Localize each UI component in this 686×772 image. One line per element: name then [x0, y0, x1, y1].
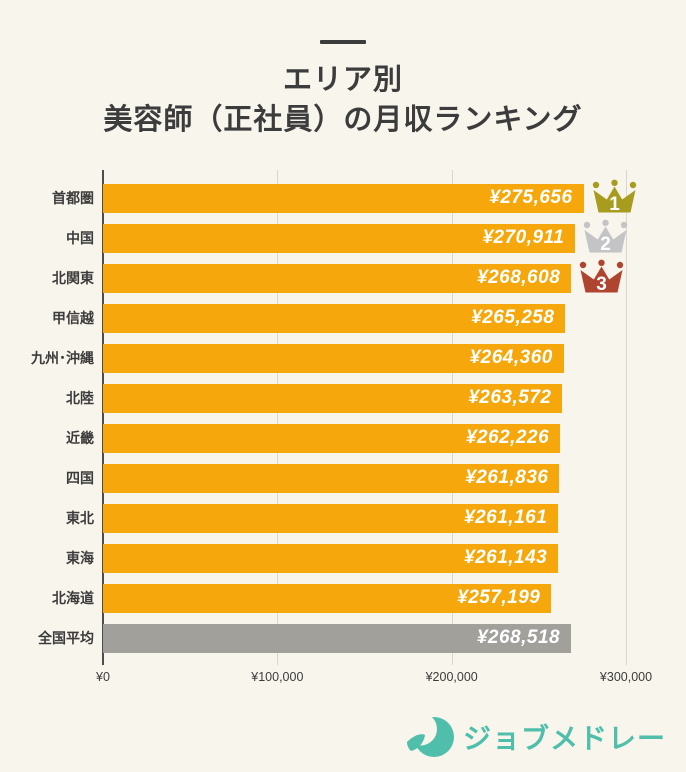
bar-track: ¥261,161: [103, 503, 626, 533]
bar-value: ¥263,572: [468, 387, 552, 408]
x-tick-label: ¥0: [96, 670, 110, 684]
page-title-line-2: 美容師（正社員）の月収ランキング: [103, 104, 583, 136]
row-label: 甲信越: [52, 310, 94, 326]
bar-track: ¥268,608 3: [103, 259, 626, 295]
bar-track: ¥268,518: [103, 623, 626, 653]
y-axis-line: [102, 170, 104, 665]
bar-track: ¥262,226: [103, 423, 626, 453]
bar-value: ¥268,518: [476, 627, 561, 648]
gridline: [626, 170, 627, 665]
chart-row: 東海 ¥261,143: [0, 538, 686, 578]
bar-value: ¥262,226: [465, 427, 550, 448]
chart-row: 四国 ¥261,836: [0, 458, 686, 498]
bar-value: ¥261,836: [465, 467, 549, 488]
row-label: 北陸: [66, 390, 94, 406]
crown-rank-number: 2: [600, 234, 611, 255]
x-axis-labels: ¥0 ¥100,000 ¥200,000 ¥300,000: [96, 670, 652, 688]
title-divider: [320, 40, 366, 44]
area-bar: ¥263,572: [103, 383, 563, 413]
x-tick-label: ¥300,000: [599, 670, 653, 684]
area-bar: ¥262,226: [103, 423, 561, 453]
area-bar: ¥265,258: [103, 303, 566, 333]
chart-row: 首都圏 ¥275,656 1: [0, 178, 686, 218]
bar-value: ¥261,161: [464, 507, 548, 528]
area-bar: ¥261,143: [103, 543, 559, 573]
bar-value: ¥265,258: [471, 307, 555, 328]
row-label: 北海道: [52, 590, 94, 606]
bar-track: ¥275,656 1: [103, 179, 636, 215]
header: エリア別 美容師（正社員）の月収ランキング: [0, 40, 686, 140]
bar-track: ¥257,199: [103, 583, 626, 613]
row-label: 首都圏: [52, 190, 94, 206]
row-label: 四国: [66, 470, 94, 486]
bar-value: ¥264,360: [469, 347, 553, 368]
row-label: 北関東: [52, 270, 94, 286]
chart-row: 北関東 ¥268,608 3: [0, 258, 686, 298]
row-label: 中国: [66, 230, 94, 246]
row-label: 全国平均: [38, 630, 94, 646]
gridline-layer: [102, 170, 627, 665]
chart-row: 中国 ¥270,911 2: [0, 218, 686, 258]
area-bar: ¥264,360: [103, 343, 564, 373]
chart-row: 甲信越 ¥265,258: [0, 298, 686, 338]
bar-value: ¥261,143: [464, 547, 548, 568]
chart-row: 全国平均 ¥268,518: [0, 618, 686, 658]
bronze-crown: 3: [578, 259, 625, 295]
bar-chart: 首都圏 ¥275,656 1 中国 ¥270,911 2 北関東 ¥268,608 3…: [0, 170, 686, 695]
area-bar: ¥261,161: [103, 503, 559, 533]
bar-value: ¥270,911: [482, 227, 565, 248]
bar-value: ¥257,199: [457, 587, 541, 608]
bar-track: ¥261,143: [103, 543, 626, 573]
bar-track: ¥263,572: [103, 383, 626, 413]
bar-track: ¥261,836: [103, 463, 626, 493]
chart-row: 近畿 ¥262,226: [0, 418, 686, 458]
page-title-line-1: エリア別: [282, 64, 403, 96]
area-bar: ¥275,656: [103, 183, 584, 213]
bar-track: ¥265,258: [103, 303, 626, 333]
crown-rank-number: 1: [609, 194, 620, 215]
chart-row: 九州･沖縄 ¥264,360: [0, 338, 686, 378]
rank-crown-icon: 2: [584, 219, 628, 255]
bar-track: ¥270,911 2: [103, 219, 628, 255]
chart-row: 北海道 ¥257,199: [0, 578, 686, 618]
rank-crown-icon: 3: [580, 259, 624, 295]
gridline: [277, 170, 279, 665]
bar-value: ¥275,656: [489, 187, 573, 208]
row-label: 東海: [66, 550, 94, 566]
jobmedley-logo-text: ジョブメドレー: [462, 723, 666, 754]
row-label: 近畿: [66, 430, 94, 446]
silver-crown: 2: [582, 219, 629, 255]
chart-row: 北陸 ¥263,572: [0, 378, 686, 418]
average-bar: ¥268,518: [103, 623, 572, 653]
area-bar: ¥268,608: [103, 263, 572, 293]
x-tick-label: ¥100,000: [251, 670, 304, 684]
gridline: [451, 170, 453, 665]
rank-crown-icon: 1: [592, 179, 636, 215]
area-bar: ¥270,911: [103, 223, 576, 253]
footer-logo: ジョブメドレー: [403, 712, 666, 762]
x-tick-label: ¥200,000: [425, 670, 478, 684]
chart-rows: 首都圏 ¥275,656 1 中国 ¥270,911 2 北関東 ¥268,608 3…: [0, 178, 686, 658]
crown-rank-number: 3: [596, 274, 607, 295]
area-bar: ¥261,836: [103, 463, 560, 493]
gold-crown: 1: [591, 179, 638, 215]
area-bar: ¥257,199: [103, 583, 552, 613]
chart-row: 東北 ¥261,161: [0, 498, 686, 538]
row-label: 東北: [66, 510, 94, 526]
bar-value: ¥268,608: [477, 267, 561, 288]
bar-track: ¥264,360: [103, 343, 626, 373]
jobmedley-logo-icon: [403, 712, 454, 757]
row-label: 九州･沖縄: [31, 350, 94, 366]
